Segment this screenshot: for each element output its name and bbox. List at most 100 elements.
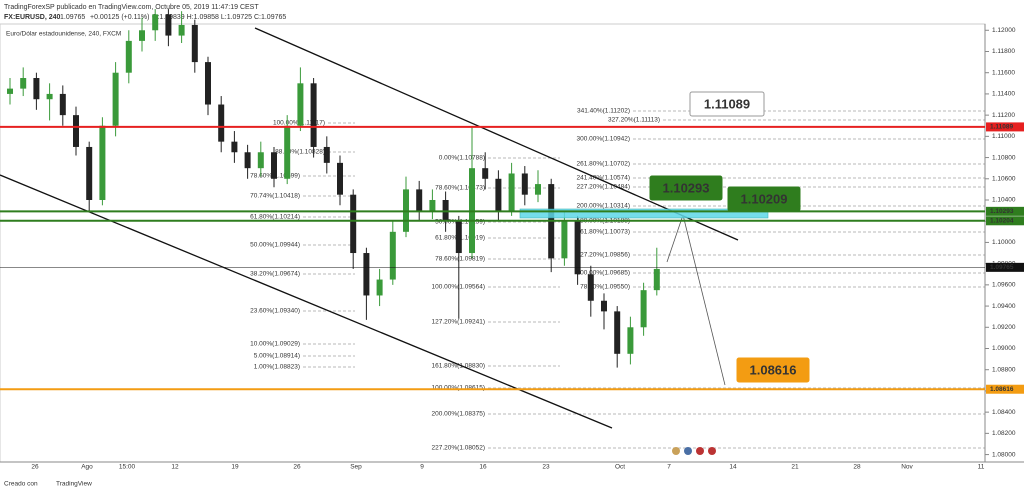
fib-label: 341.40%(1.11202) <box>577 108 630 115</box>
fib-label: 100.00%(1.09564) <box>432 284 486 291</box>
candle-body <box>601 300 607 312</box>
candle-body <box>244 152 251 169</box>
fib-label: 50.00%(1.09944) <box>250 242 300 249</box>
candle-body <box>86 146 93 200</box>
fib-label: 78.60%(1.10473) <box>435 185 485 192</box>
symbol: FX:EURUSD, 240 <box>4 14 61 21</box>
y-tick-label: 1.10400 <box>992 197 1016 204</box>
callout-box <box>689 91 765 117</box>
bottom-icons <box>672 447 716 455</box>
x-tick-label: Nov <box>901 464 913 471</box>
price-tag <box>986 122 1024 132</box>
instrument: Euro/Dólar estadounidense, 240, FXCM <box>6 31 121 38</box>
fib-label: 70.74%(1.10418) <box>250 193 300 200</box>
candle-body <box>627 327 634 354</box>
callout-label: 1.08616 <box>750 362 797 377</box>
fib-label: 23.60%(1.09340) <box>250 308 300 315</box>
candle-body <box>46 93 53 100</box>
trend-line <box>0 174 613 429</box>
x-tick-label: 28 <box>853 464 861 471</box>
candle-body <box>350 194 357 254</box>
candle-body <box>389 231 396 280</box>
callout-box <box>727 186 801 212</box>
callout-box <box>649 175 723 201</box>
candle-body <box>139 30 145 41</box>
callout-label: 1.10293 <box>663 180 710 195</box>
fib-label: 127.20%(1.09241) <box>432 319 486 326</box>
x-tick-label: 16 <box>479 464 487 471</box>
y-tick-label: 1.11200 <box>992 112 1015 119</box>
candle-body <box>178 24 185 36</box>
fib-label: 161.80%(1.08830) <box>432 363 486 370</box>
icon <box>684 447 692 455</box>
fib-label: 327.20%(1.11113) <box>608 117 660 124</box>
fib-label: 1.00%(1.08823) <box>254 364 300 371</box>
x-tick-label: Ago <box>81 464 93 471</box>
x-tick-label: 7 <box>667 464 671 471</box>
projection-arrow <box>666 214 684 263</box>
candle-body <box>521 173 528 195</box>
candle-body <box>205 62 211 105</box>
callout-label: 1.11089 <box>704 96 750 111</box>
price-tag-label: 1.11089 <box>990 124 1014 131</box>
fib-label: 5.00%(1.08914) <box>254 353 300 360</box>
candle-body <box>323 146 330 163</box>
candle-body <box>429 199 436 211</box>
fib-label: 10.00%(1.09029) <box>250 341 300 348</box>
icon <box>696 447 704 455</box>
fib-label: 300.00%(1.10942) <box>577 136 631 143</box>
y-tick-label: 1.08800 <box>992 366 1016 373</box>
y-tick-label: 1.10800 <box>992 154 1016 161</box>
candle-body <box>125 40 132 73</box>
candle-body <box>297 83 304 126</box>
candle-body <box>20 78 27 89</box>
footer-text: Creado con <box>4 481 38 488</box>
x-tick-label: 12 <box>171 464 179 471</box>
x-tick-label: Oct <box>615 464 625 471</box>
fib-label: 261.80%(1.10702) <box>577 161 631 168</box>
x-tick-label: 9 <box>420 464 424 471</box>
price-tag <box>986 384 1024 394</box>
icon <box>672 447 680 455</box>
fib-label: 78.60%(1.09550) <box>580 284 630 291</box>
candle-body <box>152 14 159 31</box>
candle-body <box>508 173 515 211</box>
trend-line <box>254 27 739 241</box>
x-tick-label: 21 <box>791 464 799 471</box>
fib-label: 78.60%(1.09819) <box>435 256 485 263</box>
icon <box>708 447 716 455</box>
y-tick-label: 1.09000 <box>992 345 1016 352</box>
projection-arrow <box>682 214 726 386</box>
callout-box <box>736 357 810 383</box>
fib-label: 100.00%(1.09685) <box>577 270 631 277</box>
candle-body <box>653 268 660 291</box>
price-tag <box>986 206 1024 216</box>
candle-body <box>231 141 238 153</box>
candle-body <box>587 274 594 301</box>
y-tick-label: 1.08000 <box>992 451 1016 458</box>
y-tick-label: 1.09400 <box>992 303 1016 310</box>
candle-body <box>99 125 106 200</box>
candle-body <box>337 162 343 195</box>
candle-body <box>455 221 462 254</box>
candle-body <box>614 311 621 354</box>
price-tag-label: 1.08616 <box>990 386 1014 393</box>
x-tick-label: 14 <box>729 464 737 471</box>
price-tag-label: 1.09765 <box>990 264 1014 271</box>
y-tick-label: 1.11400 <box>992 91 1015 98</box>
candle-body <box>310 83 317 147</box>
candle-body <box>495 178 502 211</box>
y-tick-label: 1.11600 <box>992 69 1015 76</box>
fib-label: 88.60%(1.10828) <box>275 149 325 156</box>
candle-body <box>59 93 66 116</box>
x-tick-label: Sep <box>350 464 362 471</box>
candle-body <box>416 189 423 211</box>
y-tick-label: 1.08400 <box>992 409 1016 416</box>
fib-label: 100.00%(1.08615) <box>432 385 486 392</box>
fib-label: 200.00%(1.10314) <box>577 203 631 210</box>
footer-brand: TradingView <box>56 481 92 488</box>
y-tick-label: 1.10600 <box>992 175 1016 182</box>
x-tick-label: 26 <box>293 464 301 471</box>
candle-body <box>363 253 370 296</box>
